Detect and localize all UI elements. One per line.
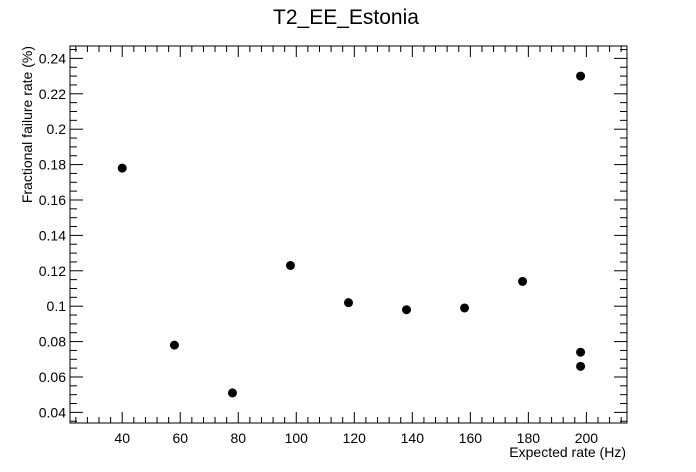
x-tick-label: 100: [285, 430, 309, 446]
data-point: [285, 260, 295, 270]
y-tick-label: 0.1: [47, 298, 67, 314]
x-tick-label: 60: [172, 430, 188, 446]
data-point: [460, 303, 470, 313]
x-tick-label: 200: [575, 430, 599, 446]
x-axis: 40 60 80 100 120 140 160 180 200: [75, 46, 622, 446]
chart-title: T2_EE_Estonia: [273, 6, 419, 29]
y-tick-label: 0.24: [39, 50, 66, 66]
data-point: [402, 305, 412, 315]
y-tick-label: 0.04: [39, 404, 66, 420]
y-axis: 0.04 0.06 0.08 0.1 0.12 0.14 0.16 0.18 0.2 0.22 0.…: [39, 49, 627, 422]
y-tick-label: 0.08: [39, 334, 66, 350]
plot-frame: [69, 45, 628, 424]
y-axis-label: Fractional failure rate (%): [19, 46, 35, 203]
x-tick-label: 160: [459, 430, 483, 446]
data-point: [169, 340, 179, 350]
y-tick-label: 0.16: [39, 192, 66, 208]
data-point: [518, 276, 528, 286]
y-tick-label: 0.12: [39, 263, 66, 279]
data-point: [227, 388, 237, 398]
y-tick-label: 0.18: [39, 157, 66, 173]
data-point: [576, 71, 586, 81]
y-tick-label: 0.06: [39, 369, 66, 385]
y-tick-label: 0.2: [47, 121, 67, 137]
data-points: [117, 71, 586, 398]
data-point: [576, 347, 586, 357]
x-tick-label: 40: [114, 430, 130, 446]
x-tick-label: 80: [230, 430, 246, 446]
x-tick-label: 140: [401, 430, 425, 446]
x-tick-label: 120: [343, 430, 367, 446]
y-tick-label: 0.22: [39, 86, 66, 102]
y-tick-label: 0.14: [39, 227, 66, 243]
data-point: [117, 163, 127, 173]
data-point: [576, 361, 586, 371]
x-tick-label: 180: [517, 430, 541, 446]
x-axis-label: Expected rate (Hz): [509, 444, 626, 460]
data-point: [344, 298, 353, 308]
